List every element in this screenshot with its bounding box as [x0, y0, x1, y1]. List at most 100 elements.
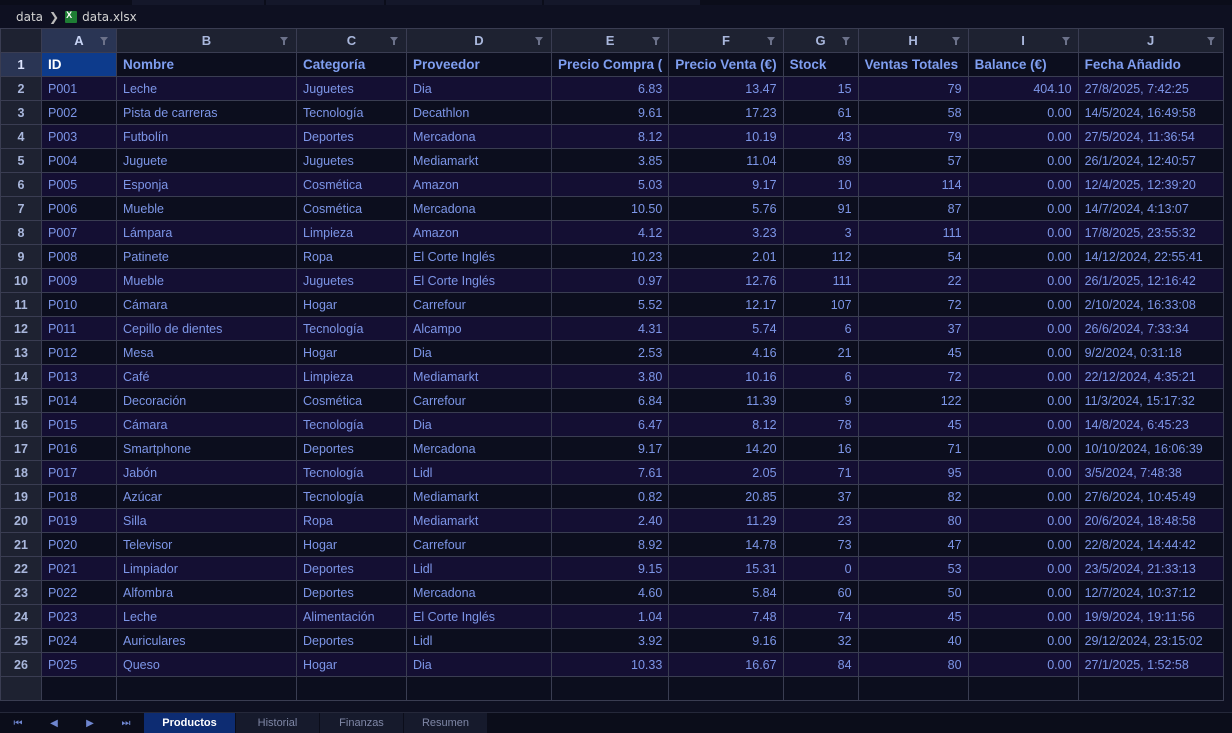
data-cell[interactable]: 3.80 [550, 364, 670, 389]
data-cell[interactable]: 45 [857, 340, 969, 365]
data-cell[interactable]: 3.92 [550, 628, 670, 653]
data-cell[interactable]: Limpieza [296, 220, 407, 245]
data-cell[interactable]: 11.29 [668, 508, 784, 533]
data-cell[interactable]: 0.00 [967, 244, 1079, 269]
data-cell[interactable]: 122 [857, 388, 969, 413]
data-cell[interactable]: 74 [782, 604, 859, 629]
row-number[interactable]: 19 [0, 484, 42, 509]
data-cell[interactable]: Tecnología [296, 412, 407, 437]
data-cell[interactable]: 3.85 [550, 148, 670, 173]
breadcrumb-file[interactable]: data.xlsx [82, 9, 137, 24]
header-cell[interactable]: Fecha Añadido [1077, 52, 1224, 77]
data-cell[interactable]: 9.61 [550, 100, 670, 125]
data-cell[interactable]: 82 [857, 484, 969, 509]
row-number[interactable]: 22 [0, 556, 42, 581]
row-number[interactable]: 7 [0, 196, 42, 221]
data-cell[interactable]: Ropa [296, 244, 407, 269]
data-cell[interactable]: 89 [782, 148, 859, 173]
sheet-tab-resumen[interactable]: Resumen [404, 713, 488, 733]
data-cell[interactable]: 5.52 [550, 292, 670, 317]
data-cell[interactable]: P024 [41, 628, 117, 653]
data-cell[interactable]: 1.04 [550, 604, 670, 629]
data-cell[interactable]: Alcampo [406, 316, 552, 341]
data-cell[interactable]: 114 [857, 172, 969, 197]
data-cell[interactable]: 37 [857, 316, 969, 341]
data-cell[interactable]: 91 [782, 196, 859, 221]
data-cell[interactable]: P012 [41, 340, 117, 365]
data-cell[interactable]: Auriculares [116, 628, 297, 653]
data-cell[interactable]: P016 [41, 436, 117, 461]
row-number[interactable]: 12 [0, 316, 42, 341]
data-cell[interactable] [1077, 676, 1224, 701]
data-cell[interactable]: 80 [857, 652, 969, 677]
data-cell[interactable]: 2.01 [668, 244, 784, 269]
data-cell[interactable]: 0.00 [967, 316, 1079, 341]
data-cell[interactable]: 12/4/2025, 12:39:20 [1077, 172, 1224, 197]
data-cell[interactable]: 10.19 [668, 124, 784, 149]
data-cell[interactable]: 26/6/2024, 7:33:34 [1077, 316, 1224, 341]
data-cell[interactable]: 4.31 [550, 316, 670, 341]
data-cell[interactable]: 9.15 [550, 556, 670, 581]
data-cell[interactable]: 72 [857, 364, 969, 389]
row-number[interactable]: 16 [0, 412, 42, 437]
filter-icon[interactable] [652, 37, 661, 45]
data-cell[interactable]: Juguetes [296, 268, 407, 293]
data-cell[interactable]: 107 [782, 292, 859, 317]
row-number[interactable]: 26 [0, 652, 42, 677]
data-cell[interactable]: 2.53 [550, 340, 670, 365]
data-cell[interactable]: 60 [782, 580, 859, 605]
data-cell[interactable] [782, 676, 859, 701]
data-cell[interactable]: 7.61 [550, 460, 670, 485]
row-number[interactable]: 11 [0, 292, 42, 317]
data-cell[interactable]: Mercadona [406, 436, 552, 461]
data-cell[interactable]: 14.20 [668, 436, 784, 461]
data-cell[interactable]: 0.00 [967, 580, 1079, 605]
data-cell[interactable]: 27/1/2025, 1:52:58 [1077, 652, 1224, 677]
data-cell[interactable]: 73 [782, 532, 859, 557]
data-cell[interactable]: 16.67 [668, 652, 784, 677]
data-cell[interactable]: P021 [41, 556, 117, 581]
data-cell[interactable]: 23 [782, 508, 859, 533]
data-cell[interactable]: P017 [41, 460, 117, 485]
data-cell[interactable]: 3 [782, 220, 859, 245]
data-cell[interactable]: P014 [41, 388, 117, 413]
data-cell[interactable]: 11/3/2024, 15:17:32 [1077, 388, 1224, 413]
data-cell[interactable]: 72 [857, 292, 969, 317]
data-cell[interactable]: Limpiador [116, 556, 297, 581]
column-header-h[interactable]: H [857, 28, 969, 53]
row-number[interactable]: 21 [0, 532, 42, 557]
data-cell[interactable]: P018 [41, 484, 117, 509]
header-cell[interactable]: ID [41, 52, 117, 77]
data-cell[interactable]: Mediamarkt [406, 508, 552, 533]
data-cell[interactable]: Lidl [406, 460, 552, 485]
data-cell[interactable] [668, 676, 784, 701]
data-cell[interactable]: 27/8/2025, 7:42:25 [1077, 76, 1224, 101]
data-cell[interactable]: 0.00 [967, 532, 1079, 557]
data-cell[interactable]: 4.16 [668, 340, 784, 365]
sheet-tab-productos[interactable]: Productos [144, 713, 236, 733]
data-cell[interactable] [406, 676, 552, 701]
data-cell[interactable]: 0.00 [967, 460, 1079, 485]
row-number[interactable]: 2 [0, 76, 42, 101]
data-cell[interactable]: 27/5/2024, 11:36:54 [1077, 124, 1224, 149]
data-cell[interactable]: Dia [406, 340, 552, 365]
data-cell[interactable]: 10.16 [668, 364, 784, 389]
data-cell[interactable]: Juguete [116, 148, 297, 173]
data-cell[interactable]: 9.16 [668, 628, 784, 653]
data-cell[interactable]: 3.23 [668, 220, 784, 245]
data-cell[interactable]: P002 [41, 100, 117, 125]
data-cell[interactable]: Cámara [116, 412, 297, 437]
data-cell[interactable]: 0.00 [967, 556, 1079, 581]
data-cell[interactable]: Mercadona [406, 580, 552, 605]
data-cell[interactable]: 22/12/2024, 4:35:21 [1077, 364, 1224, 389]
data-cell[interactable]: 112 [782, 244, 859, 269]
data-cell[interactable]: 0.00 [967, 340, 1079, 365]
data-cell[interactable]: 2/10/2024, 16:33:08 [1077, 292, 1224, 317]
data-cell[interactable]: 0.00 [967, 292, 1079, 317]
data-cell[interactable]: P009 [41, 268, 117, 293]
data-cell[interactable]: 14/7/2024, 4:13:07 [1077, 196, 1224, 221]
select-all-corner[interactable] [0, 28, 42, 53]
data-cell[interactable]: Carrefour [406, 388, 552, 413]
header-cell[interactable]: Balance (€) [967, 52, 1079, 77]
data-cell[interactable]: 5.74 [668, 316, 784, 341]
